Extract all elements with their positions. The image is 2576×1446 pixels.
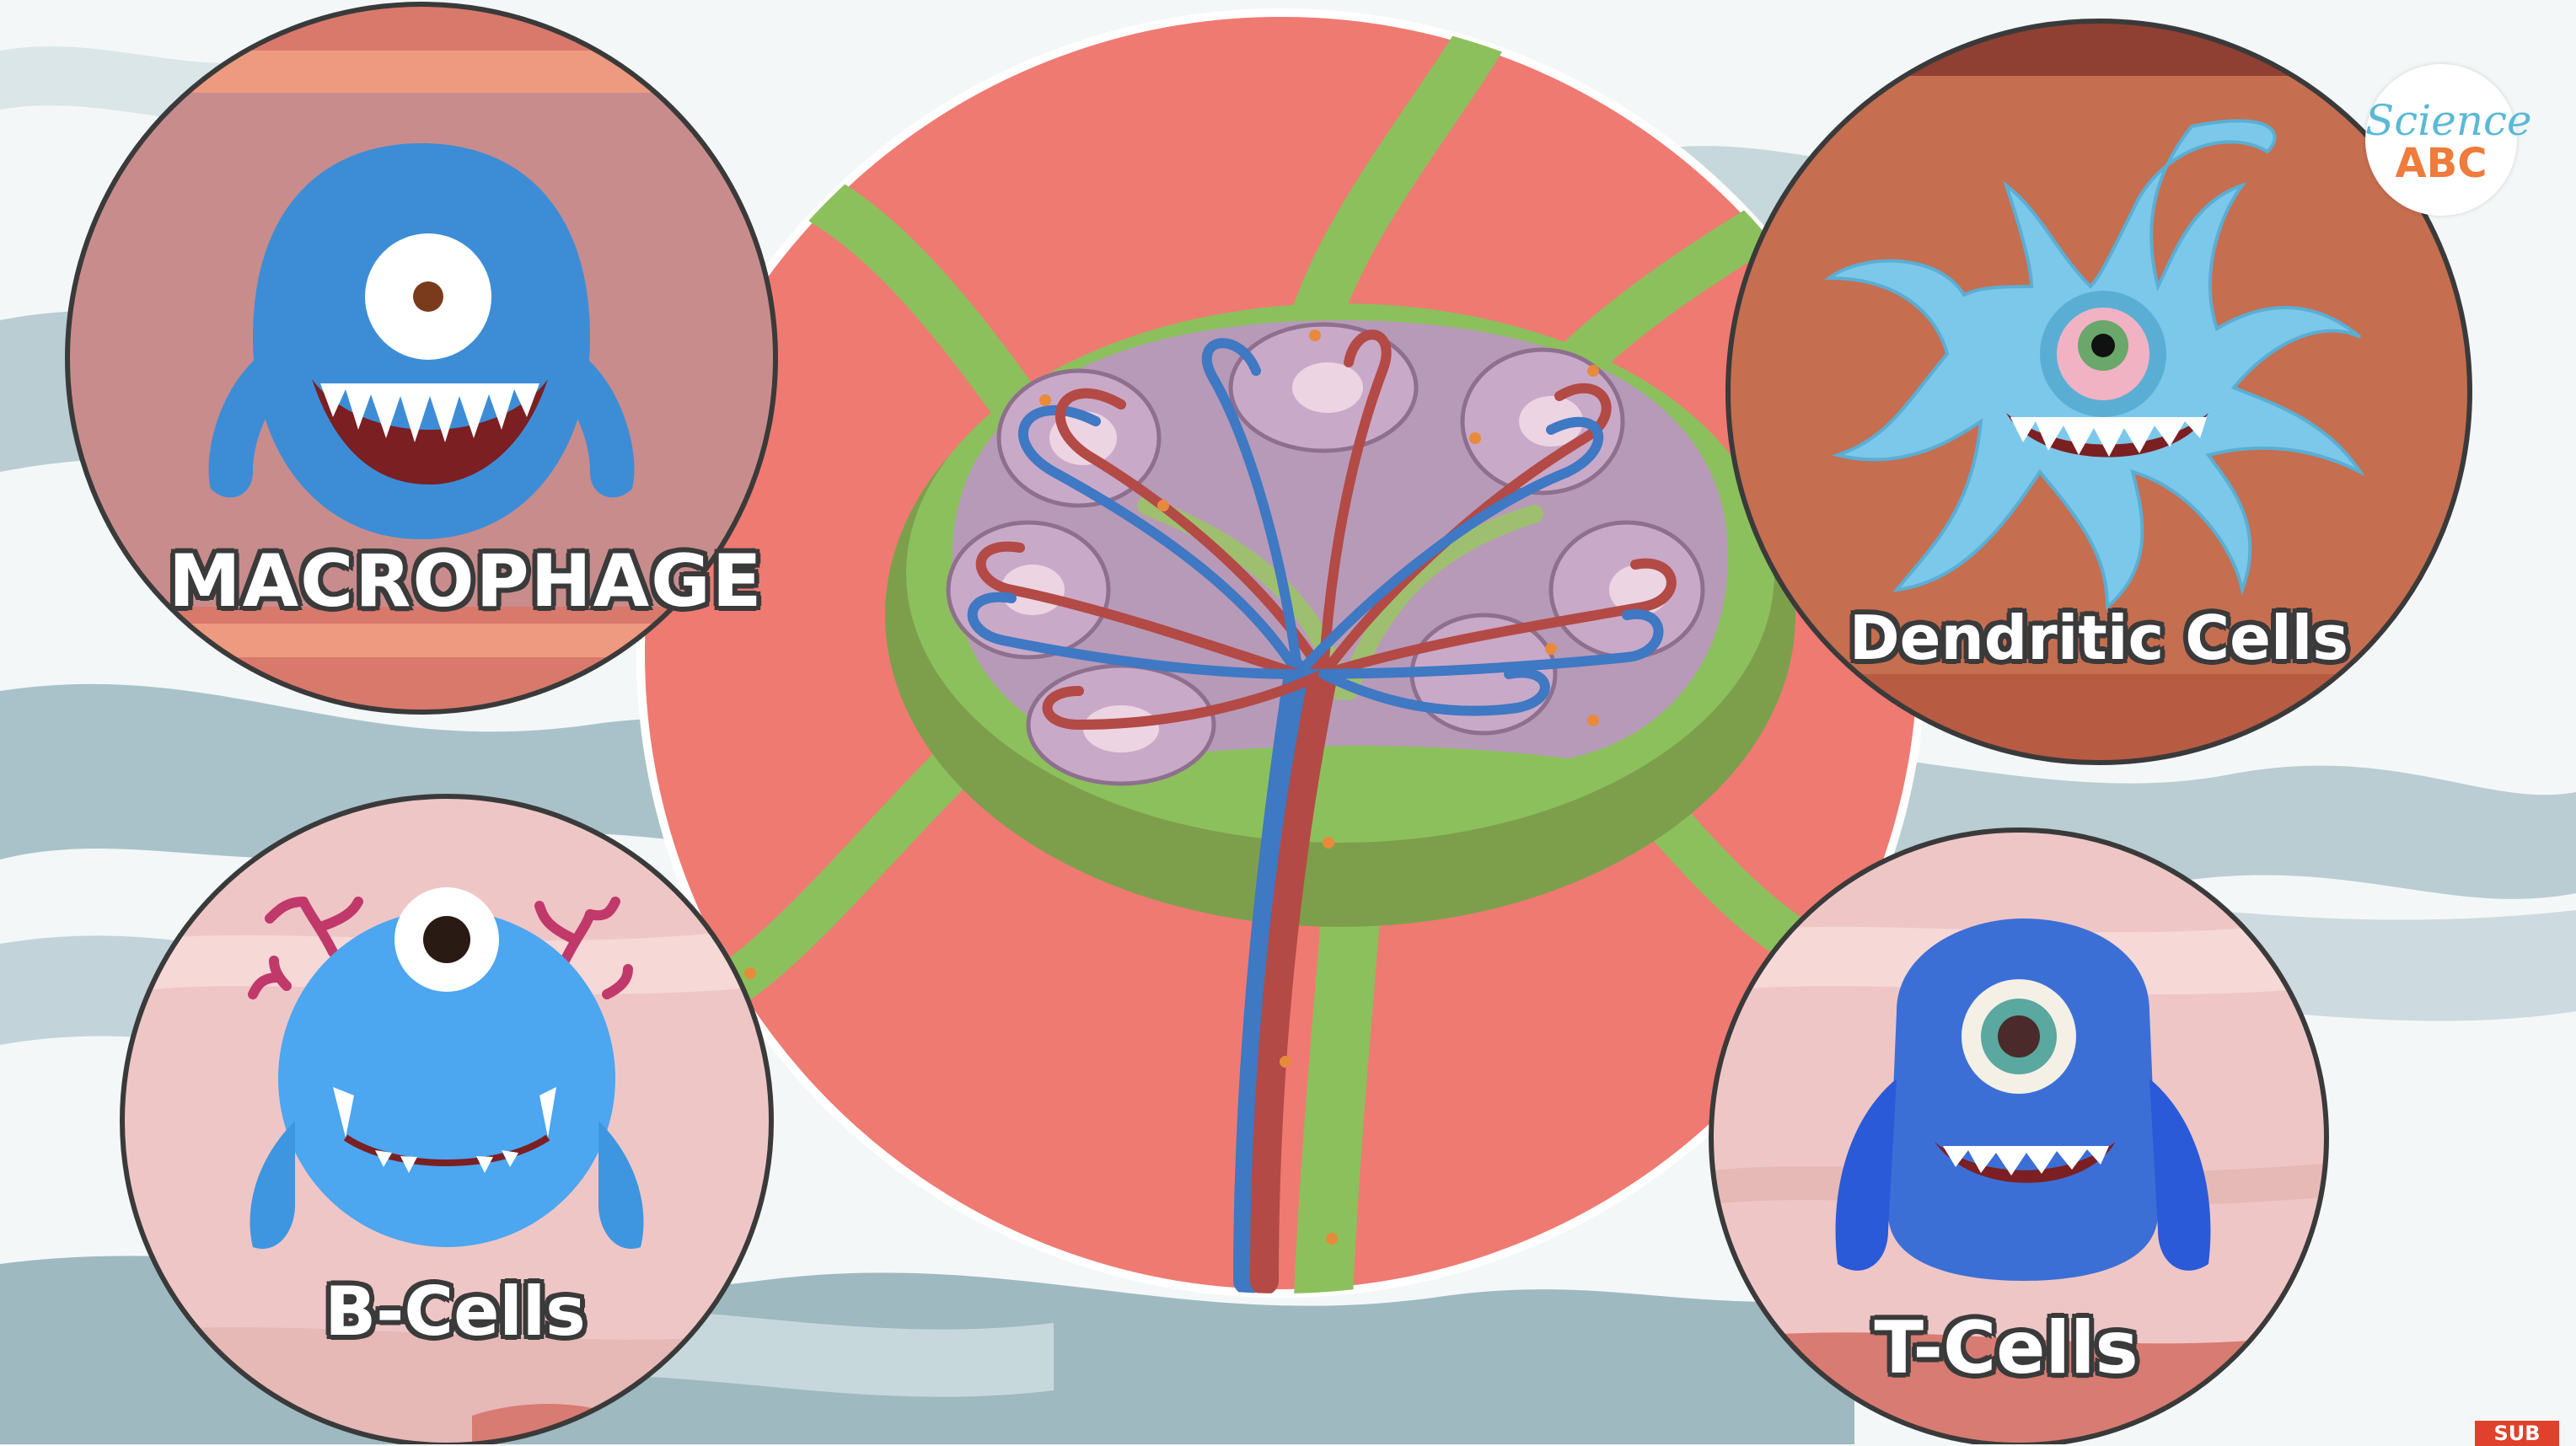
bcells-circle (120, 794, 774, 1444)
science-abc-logo: Science ABC (2365, 64, 2532, 216)
macrophage-icon (208, 143, 635, 539)
dendritic-cell-icon (1823, 119, 2365, 611)
bcell-icon (248, 887, 644, 1249)
lymph-node (636, 8, 1926, 1298)
logo-science-text: Science (2365, 96, 2532, 145)
macrophage-label: MACROPHAGE (169, 539, 764, 624)
subscribe-badge[interactable]: SUB (2475, 1421, 2559, 1446)
logo-abc-text: ABC (2395, 140, 2487, 187)
tcells-circle (1709, 827, 2329, 1444)
dendritic-cells-label: Dendritic Cells (1849, 602, 2349, 673)
bcells-label: B-Cells (325, 1272, 586, 1351)
tcells-label: T-Cells (1874, 1306, 2139, 1390)
macrophage-circle (65, 2, 778, 715)
tcell-icon (1835, 918, 2211, 1281)
dendritic-circle (1725, 19, 2472, 765)
